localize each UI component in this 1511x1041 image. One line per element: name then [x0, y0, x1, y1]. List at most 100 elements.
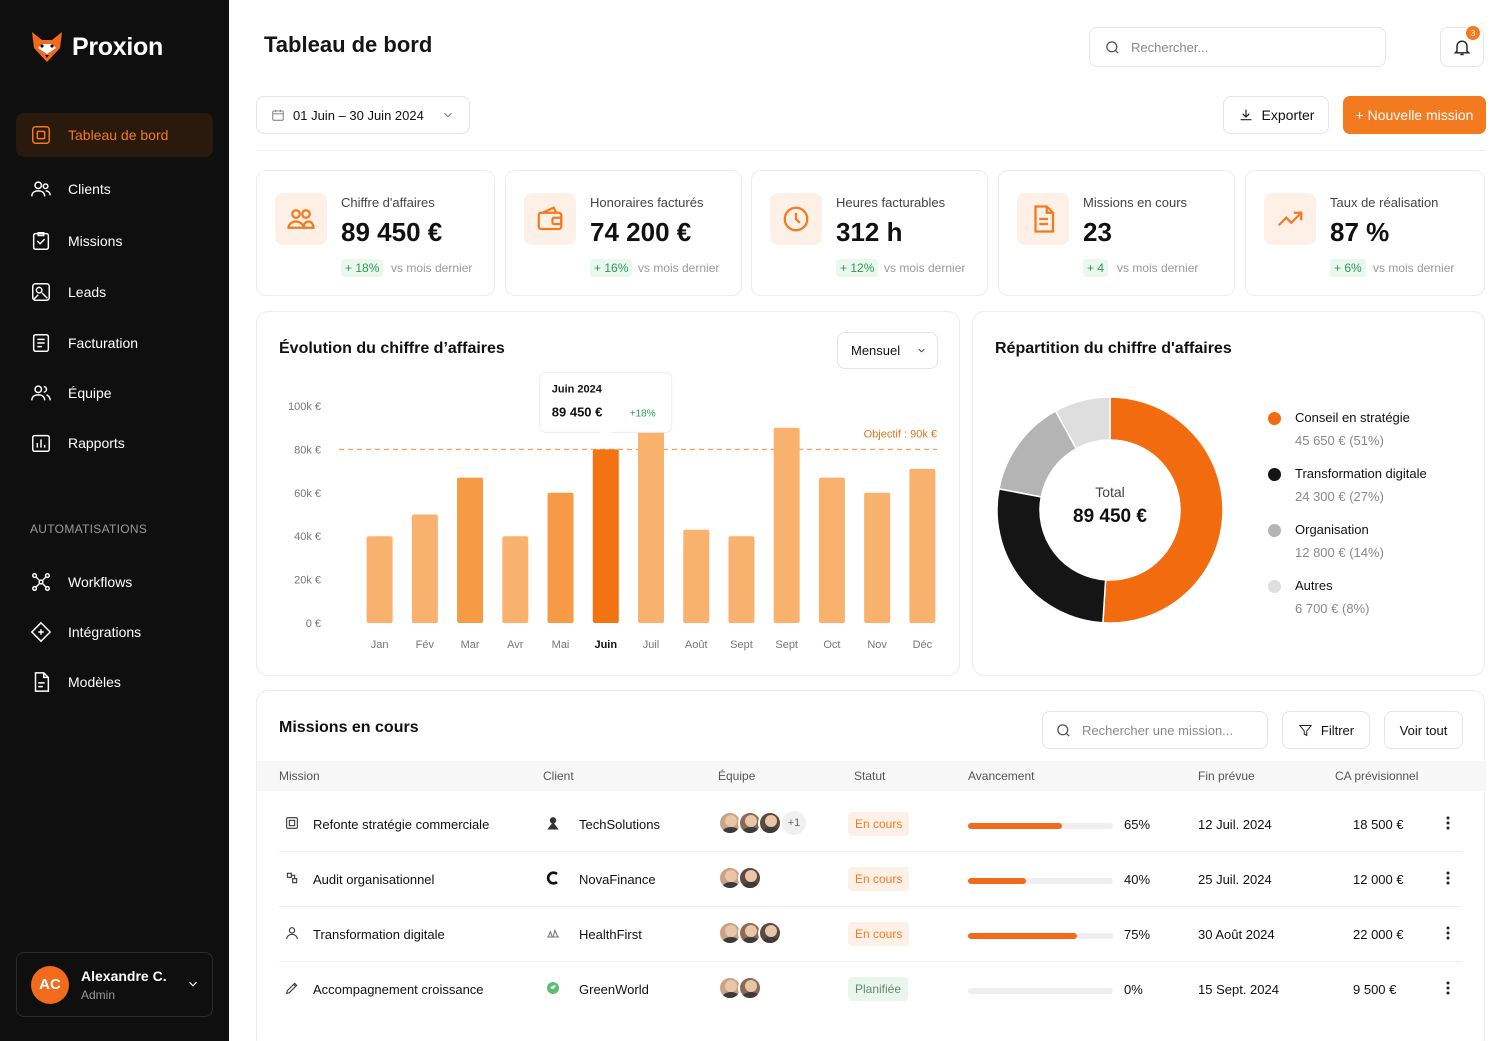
progress-fill — [968, 878, 1026, 884]
user-role: Admin — [81, 987, 116, 1002]
donut-segment-0[interactable] — [1102, 396, 1224, 624]
progress-percent: 75% — [1124, 927, 1151, 942]
view-all-button[interactable]: Voir tout — [1384, 711, 1463, 749]
bar-mai[interactable] — [547, 492, 574, 623]
legend-swatch — [1268, 468, 1281, 481]
period-select[interactable]: Mensuel — [837, 332, 938, 369]
date-range-label: 01 Juin – 30 Juin 2024 — [293, 107, 424, 123]
y-tick-label: 40k € — [294, 531, 321, 543]
bar-nov[interactable] — [864, 492, 891, 623]
column-header-end-date[interactable]: Fin prévue — [1198, 769, 1255, 783]
sidebar-item-missions[interactable]: Missions — [16, 219, 213, 263]
bar-août[interactable] — [683, 529, 710, 623]
sidebar-item-equipe[interactable]: Équipe — [16, 371, 213, 415]
bar-avr[interactable] — [502, 536, 529, 623]
mission-name[interactable]: Accompagnement croissance — [313, 982, 484, 997]
kpi-comparison: vs mois dernier — [391, 261, 473, 275]
x-tick-label: Sept — [775, 639, 798, 651]
sidebar-item-workflows[interactable]: Workflows — [16, 560, 213, 604]
sidebar-item-modeles[interactable]: Modèles — [16, 660, 213, 704]
mission-icon — [284, 815, 300, 831]
clock-icon — [770, 193, 822, 245]
more-actions-icon[interactable] — [1445, 925, 1451, 941]
table-row[interactable]: Accompagnement croissance GreenWorld Pla… — [279, 962, 1462, 1017]
kpi-card-hours: Heures facturables 312 h + 12% vs mois d… — [751, 170, 988, 296]
donut-segment-3[interactable] — [1054, 396, 1111, 450]
sidebar-item-clients[interactable]: Clients — [16, 167, 213, 211]
revenue-donut-chart — [996, 396, 1224, 624]
mission-search-input[interactable]: Rechercher une mission... — [1042, 711, 1268, 749]
sidebar-item-integrations[interactable]: Intégrations — [16, 610, 213, 654]
dashboard-icon — [32, 126, 50, 144]
bar-déc[interactable] — [909, 468, 936, 623]
legend-name: Transformation digitale — [1295, 466, 1427, 481]
workflow-icon — [32, 573, 50, 591]
target-icon — [32, 283, 50, 301]
kpi-comparison: vs mois dernier — [884, 261, 966, 275]
kpi-delta: + 12% — [836, 259, 879, 277]
sidebar-item-label: Tableau de bord — [68, 127, 169, 143]
notifications-button[interactable]: 3 — [1440, 26, 1484, 67]
column-header-client[interactable]: Client — [543, 769, 574, 783]
tooltip-delta: +18% — [630, 408, 656, 419]
chevron-down-icon — [444, 112, 452, 118]
sidebar-item-rapports[interactable]: Rapports — [16, 421, 213, 465]
more-actions-icon[interactable] — [1445, 870, 1451, 886]
mission-name[interactable]: Refonte stratégie commerciale — [313, 817, 490, 832]
legend-value: 45 650 € (51%) — [1295, 433, 1384, 448]
bar-fév[interactable] — [411, 514, 438, 624]
column-header-progress[interactable]: Avancement — [968, 769, 1035, 783]
filter-icon — [1298, 724, 1313, 736]
sidebar-item-leads[interactable]: Leads — [16, 270, 213, 314]
bar-sept[interactable] — [728, 536, 755, 623]
column-header-team[interactable]: Équipe — [718, 769, 756, 783]
table-row[interactable]: Refonte stratégie commerciale TechSoluti… — [279, 797, 1462, 852]
mission-name[interactable]: Transformation digitale — [313, 927, 445, 942]
calendar-icon — [272, 109, 284, 121]
x-tick-label: Mar — [461, 639, 480, 651]
table-row[interactable]: Audit organisationnel NovaFinance En cou… — [279, 852, 1462, 907]
y-tick-label: 60k € — [294, 488, 321, 500]
global-search-input[interactable]: Rechercher... — [1089, 27, 1386, 67]
more-actions-icon[interactable] — [1445, 815, 1451, 831]
bar-sept[interactable] — [773, 427, 800, 623]
sidebar-item-facturation[interactable]: Facturation — [16, 321, 213, 365]
avatar — [758, 811, 782, 835]
bar-juil[interactable] — [638, 427, 664, 623]
bar-jan[interactable] — [366, 536, 393, 623]
date-range-picker[interactable]: 01 Juin – 30 Juin 2024 — [256, 96, 470, 134]
app-logo[interactable]: Proxion — [30, 30, 163, 64]
column-header-revenue[interactable]: CA prévisionnel — [1335, 769, 1419, 783]
client-name: GreenWorld — [579, 982, 649, 997]
kpi-comparison: vs mois dernier — [638, 261, 720, 275]
column-header-mission[interactable]: Mission — [279, 769, 320, 783]
sidebar-item-label: Workflows — [68, 574, 133, 590]
y-tick-label: 0 € — [306, 618, 321, 630]
more-actions-icon[interactable] — [1445, 980, 1451, 996]
y-tick-label: 100k € — [288, 401, 321, 413]
chevron-down-icon — [189, 981, 197, 987]
invoice-icon — [32, 334, 50, 352]
kpi-value: 89 450 € — [341, 217, 443, 247]
user-menu[interactable]: AC Alexandre C. Admin — [16, 952, 213, 1017]
column-header-status[interactable]: Statut — [854, 769, 886, 783]
x-tick-label: Juin — [594, 639, 617, 651]
filter-button[interactable]: Filtrer — [1282, 711, 1370, 749]
sidebar-item-dashboard[interactable]: Tableau de bord — [16, 113, 213, 157]
trend-up-icon — [1264, 193, 1316, 245]
header-divider — [256, 150, 1486, 151]
revenue-chart-card: Évolution du chiffre d’affaires Mensuel … — [256, 311, 960, 676]
bar-juin[interactable] — [592, 449, 619, 623]
bar-oct[interactable] — [818, 477, 845, 623]
legend-value: 24 300 € (27%) — [1295, 489, 1384, 504]
export-button[interactable]: Exporter — [1223, 96, 1329, 134]
table-row[interactable]: Transformation digitale HealthFirst En c… — [279, 907, 1462, 962]
sidebar-item-label: Rapports — [68, 435, 125, 451]
main-content: Tableau de bord Rechercher... 3 01 Juin … — [229, 0, 1511, 1041]
x-tick-label: Juil — [643, 639, 660, 651]
bar-mar[interactable] — [457, 477, 484, 623]
new-mission-button[interactable]: + Nouvelle mission — [1343, 96, 1486, 134]
users-icon — [275, 193, 327, 245]
progress-fill — [968, 933, 1077, 939]
mission-name[interactable]: Audit organisationnel — [313, 872, 435, 887]
